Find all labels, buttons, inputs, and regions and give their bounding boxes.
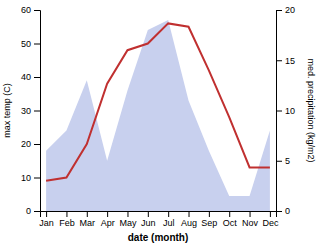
tick: Jul [163, 211, 175, 228]
tick-mark [250, 211, 251, 217]
tick-label: Feb [59, 218, 75, 228]
tick-label: 50 [21, 39, 31, 49]
tick-label: 0 [285, 206, 290, 216]
tick-label: Oct [223, 218, 238, 228]
tick: Dec [262, 211, 279, 228]
tick-mark [276, 10, 282, 11]
tick-label: 20 [285, 5, 295, 15]
tick-mark [276, 60, 282, 61]
tick: Aug [181, 211, 197, 228]
tick: 30 [21, 106, 40, 116]
tick: Nov [242, 211, 259, 228]
tick-mark [34, 144, 40, 145]
tick-label: 30 [21, 106, 31, 116]
y2-axis-title: med. precipitation (kg/m2) [306, 58, 316, 162]
tick: 10 [21, 173, 40, 183]
tick: 0 [276, 206, 290, 216]
tick-mark [34, 77, 40, 78]
tick: May [119, 211, 137, 228]
axis-line [277, 11, 283, 212]
y2-axis: 0 5 10 15 20 [276, 5, 295, 216]
tick-mark [276, 161, 282, 162]
tick-mark [34, 178, 40, 179]
y-axis-title: max temp (C) [2, 83, 12, 138]
tick: 10 [276, 106, 295, 116]
chart: Jan Feb Mar Apr May Jun Jul Aug Sep Oct NovDec 0 10 2… [0, 0, 318, 247]
tick-mark [46, 211, 47, 217]
tick: 5 [276, 156, 290, 166]
x-axis-title: date (month) [128, 232, 189, 243]
tick: 20 [21, 139, 40, 149]
tick: Apr [101, 211, 115, 228]
tick-label: 20 [21, 139, 31, 149]
tick: 40 [21, 72, 40, 82]
tick-mark [168, 211, 169, 217]
tick: Jun [141, 211, 156, 228]
tick: 50 [21, 39, 40, 49]
tick-label: 60 [21, 5, 31, 15]
tick-mark [66, 211, 67, 217]
axis-line [41, 212, 277, 218]
tick: Oct [223, 211, 238, 228]
tick-mark [209, 211, 210, 217]
tick-mark [148, 211, 149, 217]
tick-label: 0 [26, 206, 31, 216]
tick-label: 5 [285, 156, 290, 166]
tick: 20 [276, 5, 295, 15]
tick: 60 [21, 5, 40, 15]
tick: Sep [201, 211, 217, 228]
tick-mark [34, 211, 40, 212]
tick-label: Dec [262, 218, 279, 228]
plot: Jan Feb Mar Apr May Jun Jul Aug Sep Oct NovDec 0 10 2… [21, 5, 295, 228]
tick-mark [270, 211, 271, 217]
tick-label: Mar [80, 218, 96, 228]
tick: 0 [26, 206, 40, 216]
x-axis: Jan Feb Mar Apr May Jun Jul Aug Sep Oct NovDec [39, 211, 279, 228]
tick-label: Apr [101, 218, 115, 228]
tick-mark [189, 211, 190, 217]
tick-mark [276, 211, 282, 212]
marks [46, 20, 270, 211]
tick-label: 40 [21, 72, 31, 82]
tick-mark [276, 111, 282, 112]
area [46, 20, 270, 211]
line [46, 23, 270, 180]
tick: Feb [59, 211, 75, 228]
tick-mark [34, 10, 40, 11]
tick-mark [34, 111, 40, 112]
tick-label: Sep [201, 218, 217, 228]
tick-label: Jul [163, 218, 175, 228]
tick-mark [87, 211, 88, 217]
tick-mark [229, 211, 230, 217]
tick-label: Nov [242, 218, 259, 228]
tick-label: 15 [285, 56, 295, 66]
tick-mark [127, 211, 128, 217]
tick-label: Aug [181, 218, 197, 228]
axis-line [34, 11, 41, 212]
tick: Jan [39, 211, 54, 228]
y-axis: 0 10 20 30 40 50 60 [21, 5, 41, 216]
tick-label: May [119, 218, 137, 228]
tick: Mar [80, 211, 96, 228]
tick-label: 10 [285, 106, 295, 116]
tick: 15 [276, 56, 295, 66]
tick-label: Jun [141, 218, 156, 228]
tick-label: 10 [21, 173, 31, 183]
tick-mark [34, 44, 40, 45]
tick-mark [107, 211, 108, 217]
tick-label: Jan [39, 218, 54, 228]
